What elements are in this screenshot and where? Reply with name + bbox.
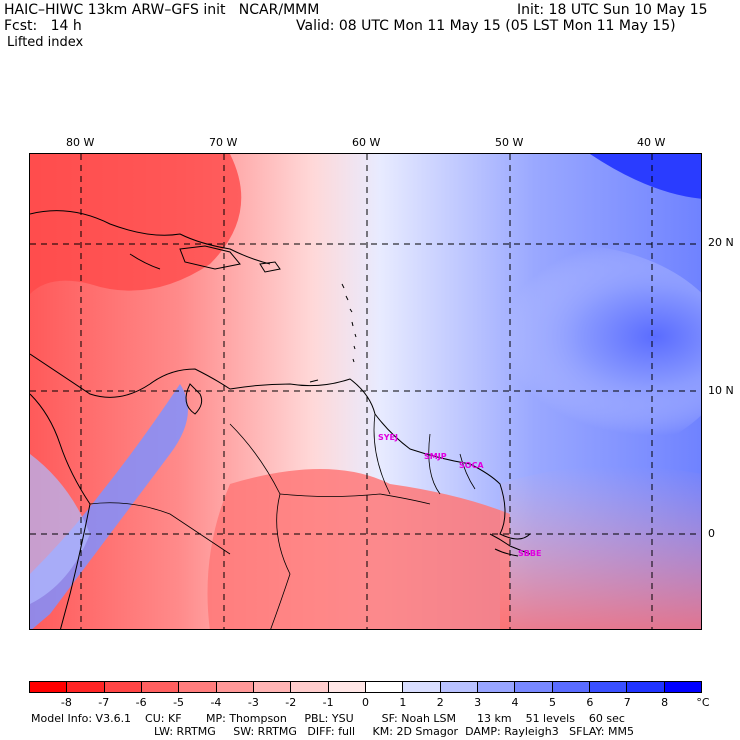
colorbar-tick-label: 1 <box>399 696 407 709</box>
colorbar-tick-label: -6 <box>135 696 147 709</box>
colorbar-tick-label: -7 <box>98 696 110 709</box>
colorbar-cell <box>216 682 254 692</box>
model-info-line2: LW: RRTMG SW: RRTMG DIFF: full KM: 2D Sm… <box>154 725 634 738</box>
model-info-line1: Model Info: V3.6.1 CU: KF MP: Thompson P… <box>31 712 625 725</box>
colorbar-tick-label: 4 <box>511 696 519 709</box>
colorbar-tick-label: -1 <box>322 696 334 709</box>
init-time: Init: 18 UTC Sun 10 May 15 <box>517 2 708 18</box>
colorbar-cell <box>328 682 366 692</box>
colorbar-cell <box>141 682 180 692</box>
colorbar-cell <box>104 682 142 692</box>
colorbar-tick-label: -5 <box>173 696 185 709</box>
colorbar-cell <box>440 682 478 692</box>
forecast-hour: Fcst: 14 h <box>4 18 82 34</box>
colorbar-tick-label: -3 <box>247 696 259 709</box>
lon-label-60w: 60 W <box>352 136 381 149</box>
field-caribbean-red <box>30 154 242 294</box>
colorbar-cell <box>664 682 701 692</box>
station-sbbe: SBBE <box>518 549 542 558</box>
colorbar-cell <box>291 682 329 692</box>
field-amazon-red <box>207 469 510 629</box>
colorbar-cell <box>365 682 404 692</box>
station-soca: SOCA <box>459 461 484 470</box>
lesser-antilles <box>309 283 357 383</box>
lat-label-10n: 10 N <box>708 384 734 397</box>
model-title: HAIC–HIWC 13km ARW–GFS init NCAR/MMM <box>4 2 320 18</box>
field-name: Lifted index <box>7 35 84 50</box>
colorbar-tick-label: 3 <box>474 696 482 709</box>
colorbar-cell <box>627 682 665 692</box>
lat-label-eq: 0 <box>708 527 715 540</box>
field-blue-max <box>390 244 701 464</box>
field-ne-blue <box>590 154 701 199</box>
station-smjp: SMJP <box>424 452 447 461</box>
lat-label-20n: 20 N <box>708 236 734 249</box>
colorbar-tick-label: 7 <box>623 696 631 709</box>
borders <box>89 413 476 629</box>
valid-time: Valid: 08 UTC Mon 11 May 15 (05 LST Mon … <box>296 18 676 34</box>
colorbar-cell <box>552 682 590 692</box>
colorbar-cell <box>477 682 516 692</box>
colorbar-tick-label: 8 <box>661 696 669 709</box>
colorbar-cell <box>589 682 628 692</box>
station-syej: SYEJ <box>378 433 398 442</box>
lon-label-80w: 80 W <box>66 136 95 149</box>
lon-label-70w: 70 W <box>209 136 238 149</box>
colorbar-tick-label: 6 <box>586 696 594 709</box>
lon-label-50w: 50 W <box>495 136 524 149</box>
colorbar-tick-label: 2 <box>436 696 444 709</box>
colorbar-cell <box>30 682 68 692</box>
amazon-mouth <box>489 533 531 557</box>
coastlines <box>30 210 531 629</box>
colorbar-tick-label: 5 <box>548 696 556 709</box>
lat-lon-grid <box>30 154 701 629</box>
lon-label-40w: 40 W <box>637 136 666 149</box>
colorbar-tick-label: -8 <box>60 696 72 709</box>
colorbar-tick-label: 0 <box>362 696 369 709</box>
colorbar-cell <box>179 682 217 692</box>
field-pacific-blue <box>30 454 90 604</box>
lifted-index-map <box>30 154 701 629</box>
colorbar-cell <box>515 682 553 692</box>
map-panel <box>29 153 702 630</box>
field-se-red <box>500 466 701 629</box>
colorbar-cell <box>253 682 292 692</box>
colorbar-cell <box>67 682 105 692</box>
colorbar <box>29 681 702 693</box>
colorbar-tick-label: -2 <box>285 696 297 709</box>
colorbar-tick-label: -4 <box>210 696 222 709</box>
colorbar-unit: °C <box>696 696 710 709</box>
colorbar-cell <box>403 682 441 692</box>
